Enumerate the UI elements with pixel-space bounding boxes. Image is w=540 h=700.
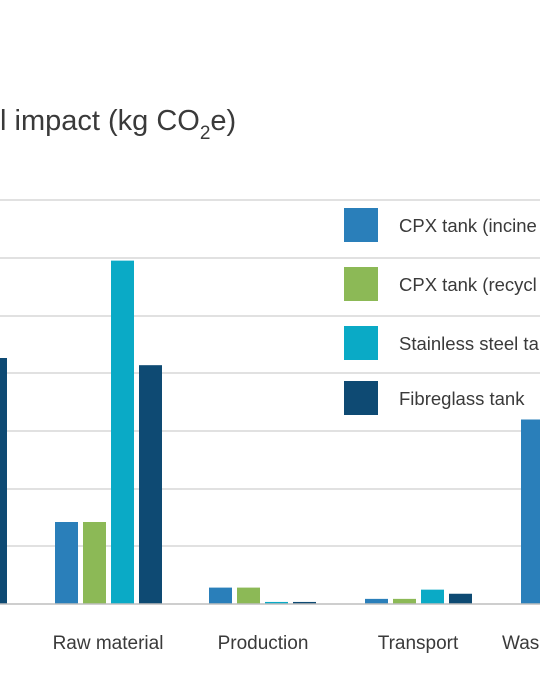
- bar: [0, 358, 7, 604]
- legend: CPX tank (incine CPX tank (recycl Stainles…: [344, 208, 540, 415]
- gridlines: [0, 199, 540, 547]
- chart-title-main: l impact (kg CO: [0, 105, 200, 137]
- bar: [365, 598, 388, 604]
- bar: [521, 419, 540, 604]
- bar: [139, 365, 162, 604]
- legend-swatch: [344, 208, 378, 242]
- chart-title-end: e): [210, 105, 236, 137]
- chart-title: l impact (kg CO2e): [0, 105, 236, 144]
- legend-swatch: [344, 267, 378, 301]
- bar: [111, 260, 134, 604]
- bar: [393, 598, 416, 604]
- legend-swatch: [344, 326, 378, 360]
- bar: [209, 587, 232, 604]
- x-tick-label: Transport: [378, 633, 459, 654]
- bars: [0, 260, 540, 604]
- legend-label: Fibreglass tank: [399, 388, 525, 409]
- x-tick-label: Production: [218, 633, 309, 654]
- bar: [83, 522, 106, 604]
- bar: [237, 587, 260, 604]
- chart-title-subscript: 2: [200, 123, 211, 144]
- legend-label: Stainless steel ta: [399, 333, 540, 354]
- x-tick-label: Was: [502, 633, 539, 654]
- legend-label: CPX tank (incine: [399, 215, 537, 236]
- bar: [449, 593, 472, 604]
- x-tick-labels: Raw material Production Transport Was: [53, 633, 540, 654]
- bar: [293, 601, 316, 604]
- legend-label: CPX tank (recycl: [399, 274, 537, 295]
- bar: [55, 522, 78, 604]
- legend-swatch: [344, 381, 378, 415]
- bar: [421, 589, 444, 604]
- bar: [265, 601, 288, 604]
- x-tick-label: Raw material: [53, 633, 164, 654]
